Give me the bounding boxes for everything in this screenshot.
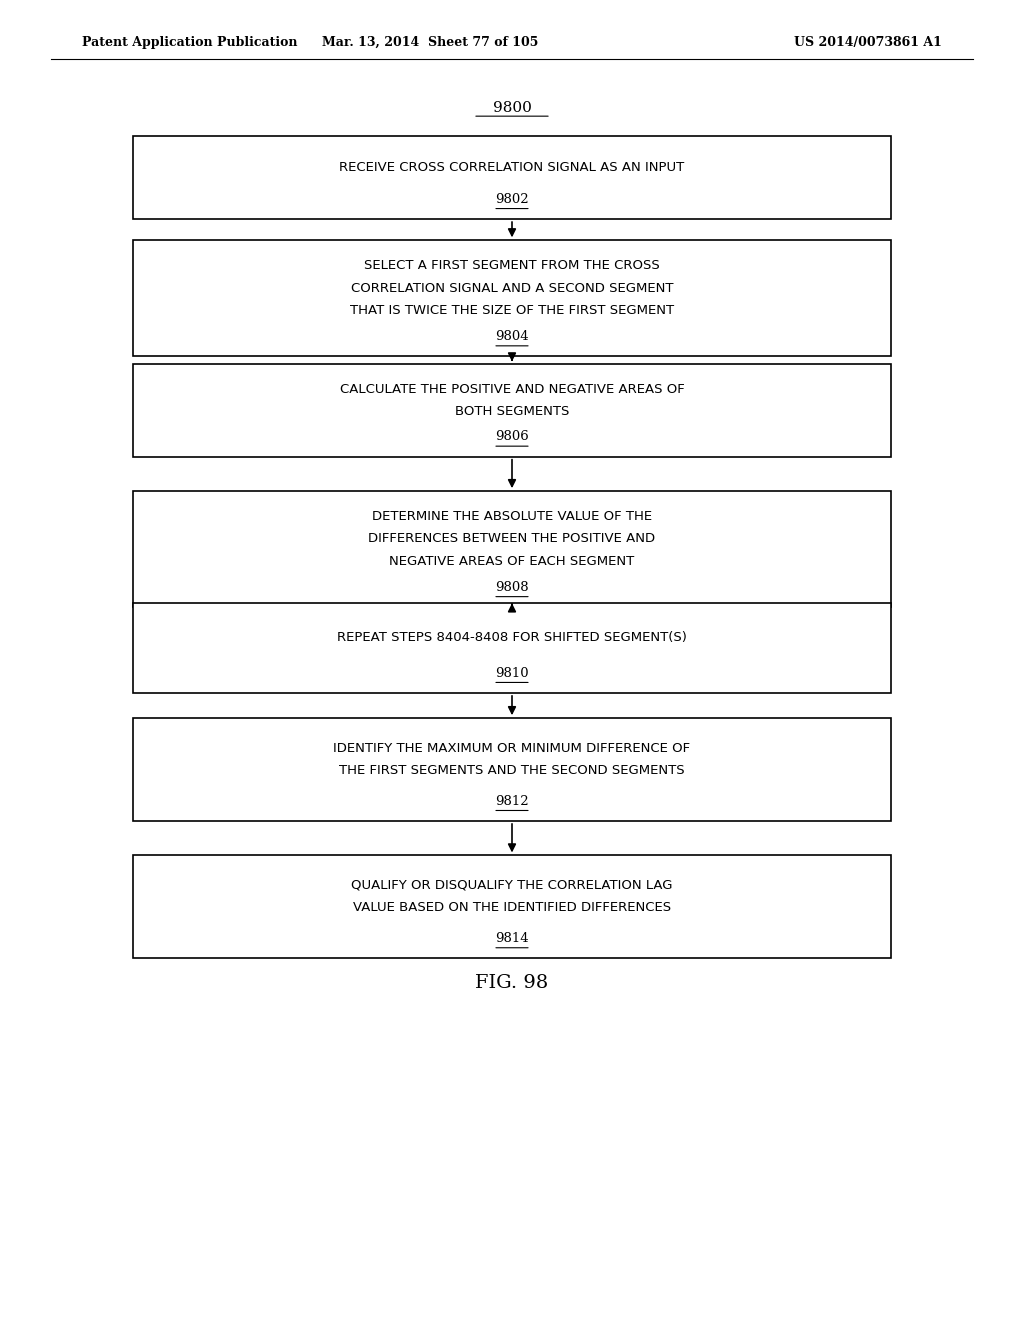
Text: Mar. 13, 2014  Sheet 77 of 105: Mar. 13, 2014 Sheet 77 of 105 (322, 36, 539, 49)
Text: FIG. 98: FIG. 98 (475, 974, 549, 993)
Text: 9810: 9810 (496, 667, 528, 680)
Text: 9804: 9804 (496, 330, 528, 343)
Text: CORRELATION SIGNAL AND A SECOND SEGMENT: CORRELATION SIGNAL AND A SECOND SEGMENT (351, 281, 673, 294)
Text: QUALIFY OR DISQUALIFY THE CORRELATION LAG: QUALIFY OR DISQUALIFY THE CORRELATION LA… (351, 879, 673, 892)
Text: VALUE BASED ON THE IDENTIFIED DIFFERENCES: VALUE BASED ON THE IDENTIFIED DIFFERENCE… (353, 902, 671, 915)
Text: 9812: 9812 (496, 795, 528, 808)
Text: 9802: 9802 (496, 193, 528, 206)
Text: Patent Application Publication: Patent Application Publication (82, 36, 297, 49)
Text: RECEIVE CROSS CORRELATION SIGNAL AS AN INPUT: RECEIVE CROSS CORRELATION SIGNAL AS AN I… (339, 161, 685, 174)
Text: NEGATIVE AREAS OF EACH SEGMENT: NEGATIVE AREAS OF EACH SEGMENT (389, 554, 635, 568)
Text: THAT IS TWICE THE SIZE OF THE FIRST SEGMENT: THAT IS TWICE THE SIZE OF THE FIRST SEGM… (350, 304, 674, 317)
Text: BOTH SEGMENTS: BOTH SEGMENTS (455, 405, 569, 418)
Text: 9808: 9808 (496, 581, 528, 594)
FancyBboxPatch shape (133, 364, 891, 457)
Text: DETERMINE THE ABSOLUTE VALUE OF THE: DETERMINE THE ABSOLUTE VALUE OF THE (372, 510, 652, 523)
FancyBboxPatch shape (133, 240, 891, 356)
Text: IDENTIFY THE MAXIMUM OR MINIMUM DIFFERENCE OF: IDENTIFY THE MAXIMUM OR MINIMUM DIFFEREN… (334, 742, 690, 755)
Text: 9814: 9814 (496, 932, 528, 945)
Text: 9800: 9800 (493, 102, 531, 115)
FancyBboxPatch shape (133, 855, 891, 958)
FancyBboxPatch shape (133, 136, 891, 219)
Text: US 2014/0073861 A1: US 2014/0073861 A1 (795, 36, 942, 49)
FancyBboxPatch shape (133, 603, 891, 693)
Text: CALCULATE THE POSITIVE AND NEGATIVE AREAS OF: CALCULATE THE POSITIVE AND NEGATIVE AREA… (340, 383, 684, 396)
Text: THE FIRST SEGMENTS AND THE SECOND SEGMENTS: THE FIRST SEGMENTS AND THE SECOND SEGMEN… (339, 764, 685, 777)
Text: SELECT A FIRST SEGMENT FROM THE CROSS: SELECT A FIRST SEGMENT FROM THE CROSS (365, 259, 659, 272)
Text: 9806: 9806 (496, 430, 528, 444)
FancyBboxPatch shape (133, 491, 891, 607)
Text: DIFFERENCES BETWEEN THE POSITIVE AND: DIFFERENCES BETWEEN THE POSITIVE AND (369, 532, 655, 545)
FancyBboxPatch shape (133, 718, 891, 821)
Text: REPEAT STEPS 8404-8408 FOR SHIFTED SEGMENT(S): REPEAT STEPS 8404-8408 FOR SHIFTED SEGME… (337, 631, 687, 644)
